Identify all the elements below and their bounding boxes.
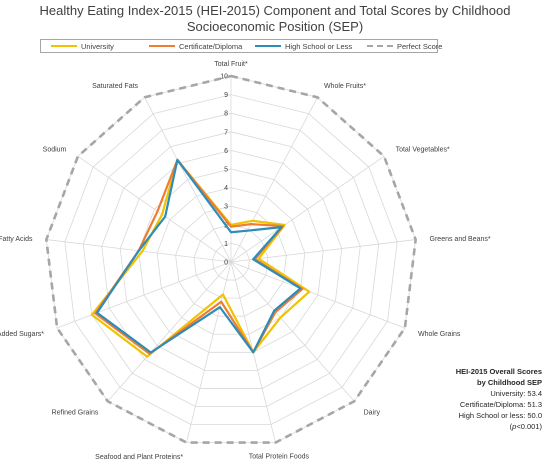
tick-label-7: 7	[224, 129, 228, 136]
tick-label-6: 6	[224, 148, 228, 155]
legend-item-1: Certificate/Diploma	[149, 40, 242, 52]
legend-swatch-2	[255, 45, 281, 47]
overall-scores-box: HEI-2015 Overall Scores by Childhood SEP…	[424, 366, 542, 432]
legend-label-2: High School or Less	[285, 41, 353, 51]
grid-ring-6	[119, 149, 343, 371]
spoke-5	[230, 261, 355, 402]
axis-label-11: Sodium	[43, 146, 67, 153]
grid-ring-9	[64, 94, 398, 425]
spoke-11	[77, 156, 232, 263]
spoke-9	[56, 261, 232, 329]
grid-ring-4	[156, 187, 306, 335]
legend-label-0: University	[81, 41, 114, 51]
summary-heading-1: HEI-2015 Overall Scores	[455, 367, 542, 376]
summary-heading-2: by Childhood SEP	[477, 378, 542, 387]
axis-label-3: Greens and Beans*	[430, 236, 491, 243]
axis-label-1: Whole Fruits*	[324, 83, 366, 90]
spoke-8	[107, 261, 232, 402]
series-perfect-score	[45, 74, 417, 444]
summary-p-value: (p<0.001)	[424, 421, 542, 432]
axis-label-2: Total Vegetables*	[396, 146, 450, 153]
axis-label-8: Refined Grains	[52, 410, 99, 417]
legend-swatch-3	[367, 44, 393, 48]
tick-label-8: 8	[224, 111, 228, 118]
axis-label-10: Fatty Acids	[0, 236, 33, 243]
legend-label-3: Perfect Score	[397, 41, 443, 51]
grid-ring-1	[212, 242, 250, 281]
chart-title-line-1: Healthy Eating Index-2015 (HEI-2015) Com…	[39, 3, 511, 18]
spoke-4	[230, 261, 406, 329]
axis-label-9: Added Sugars*	[0, 331, 44, 338]
grid-ring-2	[193, 224, 269, 299]
p-rest: <0.001)	[516, 422, 542, 431]
tick-label-1: 1	[224, 241, 228, 248]
p-symbol: p	[512, 422, 517, 431]
axis-label-6: Total Protein Foods	[249, 454, 310, 459]
summary-certificate: Certificate/Diploma: 51.3	[459, 400, 542, 409]
axis-label-0: Total Fruit*	[214, 61, 248, 68]
legend-swatch-0	[51, 45, 77, 47]
p-open: (	[509, 422, 513, 431]
axis-label-12: Saturated Fats	[92, 83, 138, 90]
tick-label-0: 0	[224, 260, 228, 267]
spoke-3	[230, 239, 416, 263]
summary-highschool: High School or less: 50.0	[458, 411, 542, 420]
tick-label-3: 3	[224, 204, 228, 211]
axis-label-7: Seafood and Plant Proteins*	[95, 454, 183, 459]
legend-item-0: University	[51, 40, 114, 52]
legend-item-2: High School or Less	[255, 40, 352, 52]
axis-label-4: Whole Grains	[418, 331, 461, 338]
legend-item-3: Perfect Score	[367, 40, 442, 52]
spoke-7	[186, 261, 232, 443]
grid-ring-5	[138, 168, 324, 353]
chart-legend: University Certificate/Diploma High School…	[40, 39, 442, 53]
spoke-2	[230, 156, 385, 263]
axis-label-5: Dairy	[364, 410, 381, 417]
summary-university: University: 53.4	[490, 389, 542, 398]
tick-label-5: 5	[224, 167, 228, 174]
legend-swatch-1	[149, 45, 175, 47]
spoke-12	[144, 97, 232, 263]
grid-ring-7	[101, 131, 361, 389]
spoke-1	[230, 97, 318, 263]
legend-label-1: Certificate/Diploma	[179, 41, 243, 51]
tick-label-4: 4	[224, 185, 228, 192]
grid-ring-8	[82, 112, 380, 407]
series-high-school-or-less	[95, 158, 302, 354]
tick-label-10: 10	[220, 74, 228, 81]
tick-label-9: 9	[224, 92, 228, 99]
chart-title-line-2: Socioeconomic Position (SEP)	[186, 19, 364, 34]
